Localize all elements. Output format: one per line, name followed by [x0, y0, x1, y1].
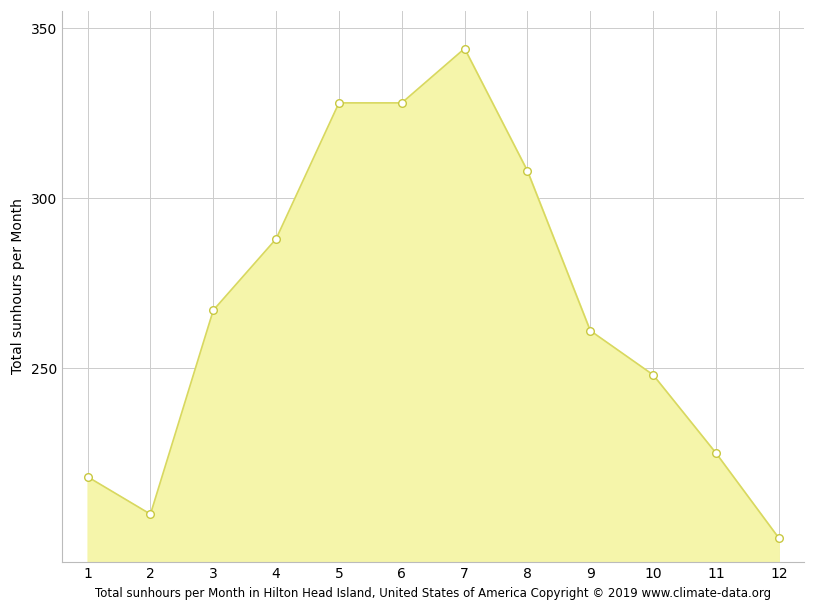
Y-axis label: Total sunhours per Month: Total sunhours per Month	[11, 199, 25, 375]
X-axis label: Total sunhours per Month in Hilton Head Island, United States of America Copyrig: Total sunhours per Month in Hilton Head …	[95, 587, 771, 600]
